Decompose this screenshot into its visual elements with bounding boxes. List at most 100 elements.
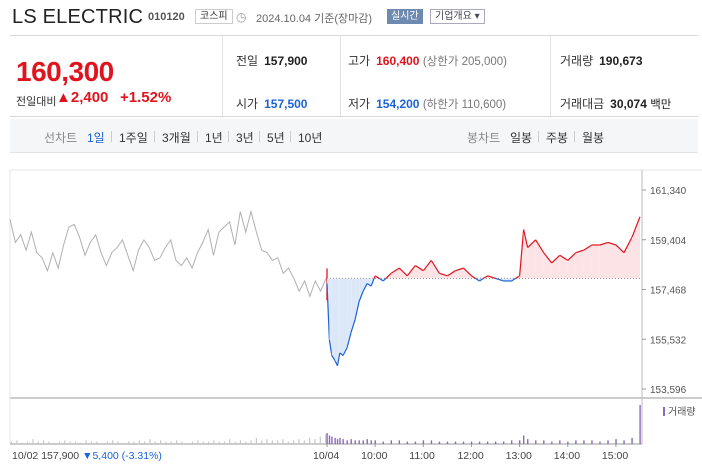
volume-bar-today — [406, 441, 409, 444]
down-area — [337, 278, 340, 366]
tab-3m[interactable]: 3개월 — [162, 131, 191, 145]
volume-bar-today — [382, 441, 384, 444]
down-line-segment — [342, 347, 348, 356]
volume-bar-today — [543, 440, 545, 444]
volume-bar-prev — [197, 440, 199, 444]
tab-10y[interactable]: 10년 — [298, 131, 323, 145]
company-name: LS ELECTRIC — [12, 6, 144, 28]
volume-bar-today — [639, 405, 641, 444]
up-area — [559, 255, 568, 279]
volume-bar-prev — [154, 441, 156, 444]
up-area — [615, 244, 624, 279]
volume-bar-prev — [74, 441, 77, 444]
down-line-segment — [350, 319, 356, 333]
volume-bar-prev — [149, 439, 151, 444]
tab-1d[interactable]: 1일 — [87, 131, 105, 145]
volume-bar-prev — [42, 440, 45, 444]
volume-bar-today — [454, 441, 457, 444]
tab-monthly[interactable]: 월봉 — [582, 131, 605, 145]
down-line-segment — [366, 283, 372, 287]
volume-bar-prev — [191, 441, 194, 444]
volume-bar-prev — [64, 440, 66, 444]
tab-weekly[interactable]: 주봉 — [546, 131, 569, 145]
tab-3y[interactable]: 3년 — [236, 131, 254, 145]
volume-bar-prev — [181, 441, 183, 444]
y-tick-label: 155,532 — [650, 335, 687, 346]
volume-bar-today — [583, 440, 585, 444]
low-price: 저가 154,200 (하한가 110,600) — [348, 97, 507, 111]
up-line-segment — [559, 254, 569, 261]
down-line-segment — [336, 352, 341, 366]
volume-bar-today — [559, 440, 561, 444]
tab-1w[interactable]: 1주일 — [119, 131, 148, 145]
up-area — [623, 237, 632, 279]
change-amount: 2,400 — [70, 89, 109, 106]
up-area — [599, 242, 608, 279]
down-line-segment — [378, 277, 384, 282]
up-line-segment — [483, 275, 488, 279]
current-price: 160,300 — [16, 56, 114, 87]
volume-bar-prev — [112, 440, 114, 444]
up-line-segment — [487, 275, 496, 279]
trade-value: 거래대금 30,074 백만 — [560, 97, 672, 111]
down-area — [329, 278, 332, 356]
volume-bar-today — [607, 440, 609, 444]
volume-bar-prev — [218, 441, 220, 444]
volume-bar-prev — [234, 441, 236, 444]
up-line-segment — [398, 267, 408, 277]
volume-bar-prev — [11, 441, 13, 444]
high-price: 고가 160,400 (상한가 205,000) — [348, 54, 507, 68]
tab-daily[interactable]: 일봉 — [510, 131, 533, 145]
down-area — [359, 278, 364, 302]
volume-bar-today — [510, 440, 513, 444]
up-area — [431, 260, 440, 279]
volume-bar-prev — [165, 441, 167, 444]
volume-bar-prev — [32, 439, 34, 444]
volume-bar-today — [446, 441, 449, 444]
company-overview-dropdown[interactable]: 기업개요 ▾ — [430, 9, 485, 24]
up-area — [591, 244, 600, 279]
tab-separator — [290, 131, 291, 142]
prev-day-change: ▼5,400 (-3.31%) — [82, 450, 162, 462]
up-line-segment — [455, 267, 464, 272]
volume-bar-today — [414, 441, 417, 444]
volume-bar-prev — [223, 441, 226, 444]
up-area — [423, 260, 432, 279]
tab-separator — [111, 131, 112, 142]
down-line-segment — [358, 291, 364, 302]
up-area — [551, 255, 560, 279]
x-tick-label: 14:00 — [554, 450, 580, 462]
volume-bar-prev — [325, 434, 327, 444]
volume-bar-today — [339, 437, 341, 444]
down-line-segment — [370, 278, 375, 287]
up-line-segment — [535, 239, 545, 254]
volume-bar-prev — [170, 441, 172, 444]
tab-1y[interactable]: 1년 — [205, 131, 223, 145]
volume-bar-prev — [202, 441, 204, 444]
up-line-segment — [575, 249, 585, 254]
market-badge: 코스피 — [195, 9, 233, 24]
reference-date: 2024.10.04 기준(장마감) — [256, 13, 373, 25]
up-line-segment — [631, 216, 641, 238]
up-line-segment — [527, 239, 537, 248]
tab-separator — [228, 131, 229, 142]
prev-day-date-close: 10/02 157,900 — [12, 450, 82, 462]
divider — [550, 36, 551, 118]
down-area — [335, 278, 338, 366]
volume-bar-prev — [138, 440, 140, 444]
volume-bar-today — [354, 440, 356, 444]
up-line-segment — [515, 275, 520, 279]
volume-bar-today — [615, 439, 617, 444]
volume-bar-today — [326, 433, 328, 444]
volume-bar-today — [350, 439, 352, 444]
volume-bar-prev — [186, 442, 188, 444]
up-line-segment — [430, 260, 440, 274]
up-area — [523, 229, 528, 279]
volume-bar-prev — [298, 439, 300, 444]
realtime-button[interactable]: 실시간 — [387, 9, 423, 24]
volume-bar-prev — [160, 440, 162, 444]
volume-bar-today — [358, 440, 360, 444]
change-percent: +1.52% — [120, 89, 172, 106]
tab-5y[interactable]: 5년 — [267, 131, 285, 145]
up-line-segment — [406, 265, 416, 277]
